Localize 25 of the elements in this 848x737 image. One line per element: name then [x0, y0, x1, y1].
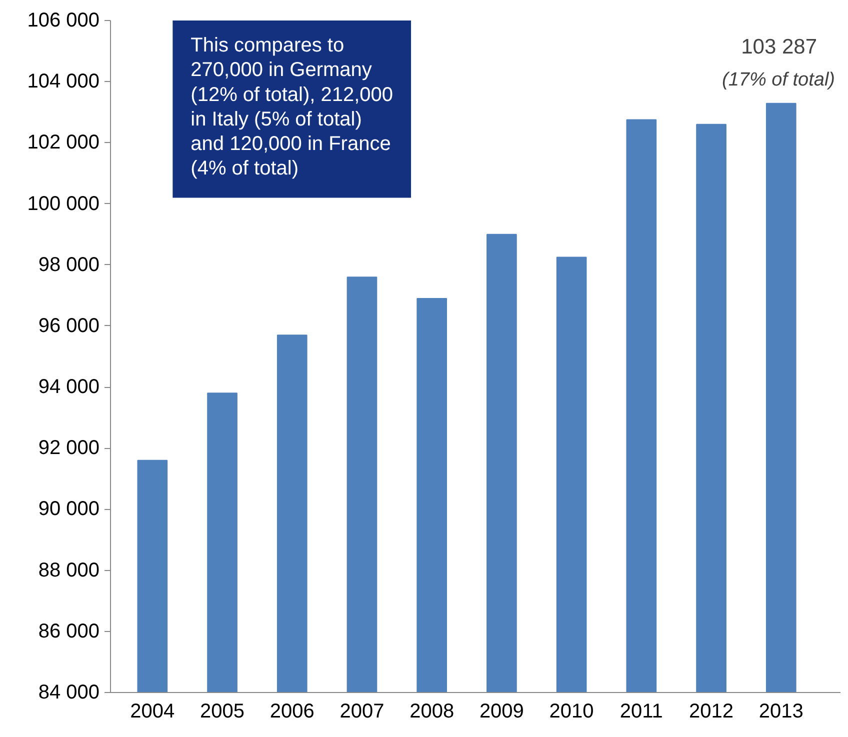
y-tick-label: 84 000 — [38, 682, 100, 704]
x-tick-label: 2010 — [549, 700, 594, 722]
y-tick-label: 100 000 — [27, 192, 100, 215]
annotation: (17% of total) — [722, 69, 836, 90]
x-tick-label: 2011 — [620, 700, 663, 722]
x-tick-label: 2012 — [689, 700, 734, 722]
y-tick-label: 94 000 — [38, 376, 100, 398]
x-tick-label: 2008 — [410, 700, 454, 722]
x-tick-label: 2006 — [270, 700, 314, 722]
y-tick-label: 92 000 — [38, 437, 100, 460]
y-tick-label: 102 000 — [27, 132, 100, 154]
x-tick-label: 2004 — [130, 700, 175, 722]
y-tick-label: 96 000 — [38, 314, 100, 337]
y-tick-label: 88 000 — [38, 559, 100, 582]
y-tick-label: 90 000 — [38, 498, 100, 520]
y-tick-label: 98 000 — [38, 254, 100, 276]
x-tick-label: 2009 — [479, 700, 524, 722]
x-tick-label: 2005 — [200, 700, 245, 722]
y-tick-label: 86 000 — [38, 620, 100, 642]
annotation: This compares to 270,000 in Germany (12% of total), 212,000 in Italy (5% of total) and 120,000 in France (4% of total) — [190, 34, 394, 180]
x-tick-label: 2013 — [758, 700, 804, 722]
x-tick-label: 2007 — [340, 700, 384, 722]
y-tick-label: 104 000 — [27, 70, 100, 93]
y-tick-label: 106 000 — [27, 10, 100, 32]
annotation: 103 287 — [741, 35, 818, 58]
